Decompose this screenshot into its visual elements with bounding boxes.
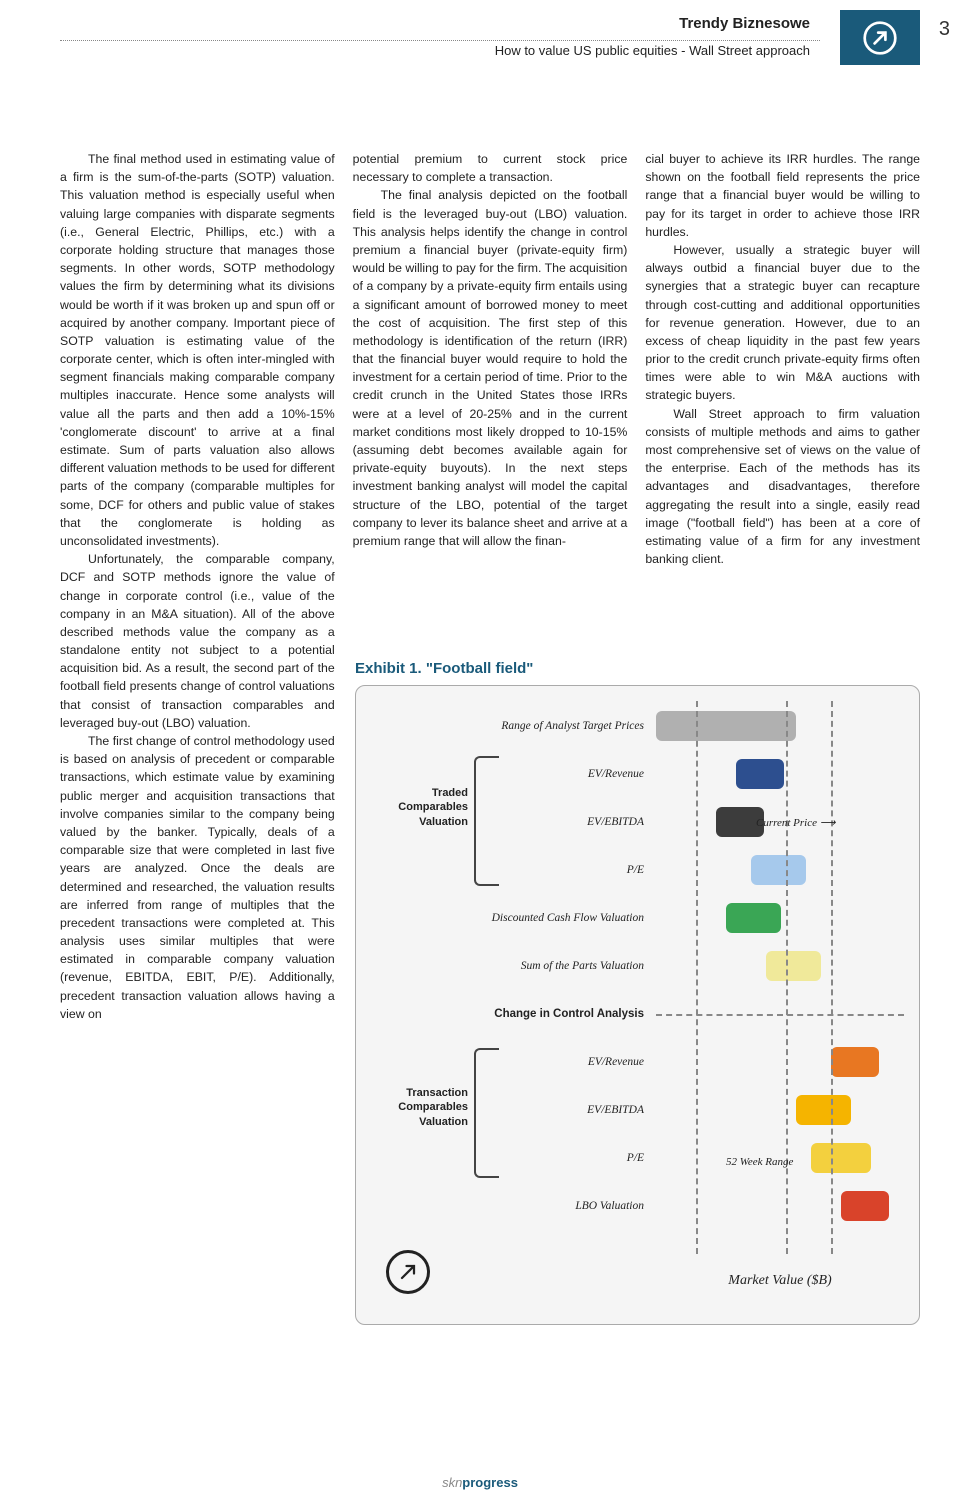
col1-p2: Unfortunately, the comparable company, D… <box>60 550 335 732</box>
change-control-divider <box>656 1014 904 1016</box>
chart-row-label: LBO Valuation <box>356 1200 656 1212</box>
exhibit-title: Exhibit 1. "Football field" <box>355 660 920 677</box>
chart-bar <box>831 1047 879 1077</box>
chart-row: Sum of the Parts Valuation <box>356 944 919 988</box>
header-badge <box>840 10 920 65</box>
chart-row-label: P/E <box>356 864 656 876</box>
group-label-transaction: Transaction Comparables Valuation <box>376 1086 468 1129</box>
header-subtitle: How to value US public equities - Wall S… <box>495 43 810 58</box>
col2-p2: The final analysis depicted on the footb… <box>353 186 628 550</box>
chart-bar <box>751 855 806 885</box>
football-field-chart: Range of Analyst Target Prices EV/Revenue… <box>355 685 920 1325</box>
chart-row: P/E <box>356 848 919 892</box>
col2-p1: potential premium to current stock price… <box>353 150 628 186</box>
chart-vline <box>831 701 833 1254</box>
group-label-traded: Traded Comparables Valuation <box>376 786 468 829</box>
chart-bar <box>736 759 784 789</box>
footer-logo: sknprogress <box>0 1475 960 1490</box>
chart-bar <box>656 711 796 741</box>
chart-row-label: EV/Revenue <box>356 1056 656 1068</box>
col1-p3: The first change of control methodology … <box>60 732 335 1023</box>
header-divider <box>60 40 820 41</box>
col1-p1: The final method used in estimating valu… <box>60 150 335 550</box>
chart-corner-icon <box>386 1250 430 1294</box>
chart-row: EV/Revenue <box>356 1040 919 1084</box>
chart-bar <box>811 1143 871 1173</box>
chart-bar <box>796 1095 851 1125</box>
page-header: Trendy Biznesowe How to value US public … <box>60 10 920 70</box>
chart-row-label: Sum of the Parts Valuation <box>356 960 656 972</box>
current-price-label: Current Price ⟶ <box>756 816 836 829</box>
chart-bar <box>841 1191 889 1221</box>
chart-vline <box>786 701 788 1254</box>
chart-row-label: P/E <box>356 1152 656 1164</box>
exhibit-1: Exhibit 1. "Football field" Range of Ana… <box>355 660 920 1325</box>
col3-p3: Wall Street approach to firm valuation c… <box>645 405 920 569</box>
arrow-circle-icon <box>862 20 898 56</box>
chart-bar <box>766 951 821 981</box>
chart-row-label: Change in Control Analysis <box>356 1008 656 1020</box>
column-1: The final method used in estimating valu… <box>60 150 335 1023</box>
chart-row: Discounted Cash Flow Valuation <box>356 896 919 940</box>
brace-2 <box>474 1048 499 1178</box>
x-axis-label: Market Value ($B) <box>656 1273 904 1289</box>
chart-bar <box>726 903 781 933</box>
week-range-label: 52 Week Range <box>726 1156 793 1168</box>
chart-vline <box>696 701 698 1254</box>
chart-row: Range of Analyst Target Prices <box>356 704 919 748</box>
chart-row-label: Discounted Cash Flow Valuation <box>356 912 656 924</box>
footer-text-2: progress <box>462 1475 518 1490</box>
chart-row: LBO Valuation <box>356 1184 919 1228</box>
col3-p1: cial buyer to achieve its IRR hurdles. T… <box>645 150 920 241</box>
header-category: Trendy Biznesowe <box>679 15 810 32</box>
chart-row-label: Range of Analyst Target Prices <box>356 720 656 732</box>
brace-1 <box>474 756 499 886</box>
chart-row: P/E <box>356 1136 919 1180</box>
page-number: 3 <box>939 18 950 41</box>
chart-row-label: EV/Revenue <box>356 768 656 780</box>
footer-text-1: skn <box>442 1475 462 1490</box>
col3-p2: However, usually a strategic buyer will … <box>645 241 920 405</box>
